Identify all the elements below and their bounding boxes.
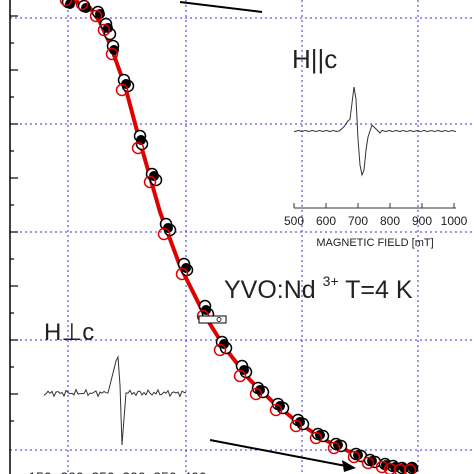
- inset-parallel-tick-label: 600: [316, 214, 336, 228]
- inset-parallel-tick-label: 900: [412, 214, 432, 228]
- inset-parallel-tick-label: 700: [348, 214, 368, 228]
- marker-open-red: [59, 0, 73, 7]
- marker-open-red: [309, 431, 323, 445]
- annotation-condition: T=4 K: [345, 276, 413, 304]
- marker-open-red: [143, 175, 157, 189]
- inset-parallel-tick-label: 1000: [441, 214, 468, 228]
- marker-open-red: [75, 0, 89, 11]
- inset-perp: H⊥c: [43, 319, 187, 446]
- bottom-arrow: [209, 439, 356, 472]
- marker-filled-black: [353, 450, 363, 460]
- markers: [59, 0, 419, 474]
- axes: [9, 0, 18, 474]
- marker-open-red: [269, 403, 283, 417]
- inset-perp-trace: [43, 355, 187, 446]
- fit-line: [66, 0, 417, 471]
- inset-parallel-tick-label: 500: [284, 214, 304, 228]
- inset-parallel-trace: [294, 86, 457, 177]
- marker-filled-black: [103, 23, 113, 33]
- marker-open-red: [327, 441, 341, 455]
- top-arrow: [179, 1, 263, 13]
- marker-filled-black: [95, 9, 105, 19]
- marker-filled-black: [109, 45, 119, 55]
- marker-open-red: [347, 450, 361, 464]
- inset-parallel-tick-label: 800: [380, 214, 400, 228]
- marker-open-red: [289, 419, 303, 433]
- marker-open-red: [233, 369, 247, 383]
- marker-open-red: [361, 456, 375, 470]
- bottom-tick-label: 350: [153, 469, 177, 474]
- bottom-tick-label: 400: [183, 469, 207, 474]
- inset-perp-label: H⊥c: [44, 319, 94, 346]
- marker-open-red: [393, 463, 407, 474]
- marker-open-red: [375, 460, 389, 474]
- inset-parallel: H||c 500 600 700 800 900 1000 MAGNETIC FIELD …: [284, 44, 468, 249]
- inset-parallel-xlabel: MAGNETIC FIELD [mT]: [316, 237, 433, 249]
- marker-open-red: [131, 141, 145, 155]
- marker-open-red: [97, 23, 111, 37]
- curve-box-dot: [216, 317, 222, 322]
- marker-open-red: [105, 47, 119, 61]
- marker-open-red: [403, 463, 417, 474]
- bottom-tick-label: 250: [91, 469, 115, 474]
- svg-text:YVO:Nd 3+ T=4 K: YVO:Nd 3+ T=4 K: [224, 264, 413, 304]
- bottom-tick-labels: 150 200 250 300 350 400: [28, 469, 207, 474]
- marker-open-red: [249, 387, 263, 401]
- annotation-compound: YVO:Nd: [224, 276, 316, 304]
- marker-open-red: [213, 343, 227, 357]
- grid: [10, 0, 474, 474]
- curve-box-marker: [198, 315, 227, 324]
- marker-open-red: [115, 83, 129, 97]
- marker-open-red: [175, 267, 189, 281]
- annotation-superscript: 3+: [323, 273, 339, 289]
- bottom-tick-label: 200: [60, 469, 84, 474]
- marker-open-red: [89, 9, 103, 23]
- marker-open-red: [157, 227, 171, 241]
- bottom-tick-label: 150: [28, 469, 52, 474]
- marker-filled-black: [367, 456, 377, 466]
- marker-open-red: [383, 462, 397, 474]
- bottom-tick-label: 300: [122, 469, 146, 474]
- inset-parallel-label: H||c: [292, 44, 337, 74]
- chart-annotation: YVO:Nd 3+ T=4 K: [224, 264, 413, 304]
- inset-parallel-ticks: 500 600 700 800 900 1000: [284, 203, 468, 228]
